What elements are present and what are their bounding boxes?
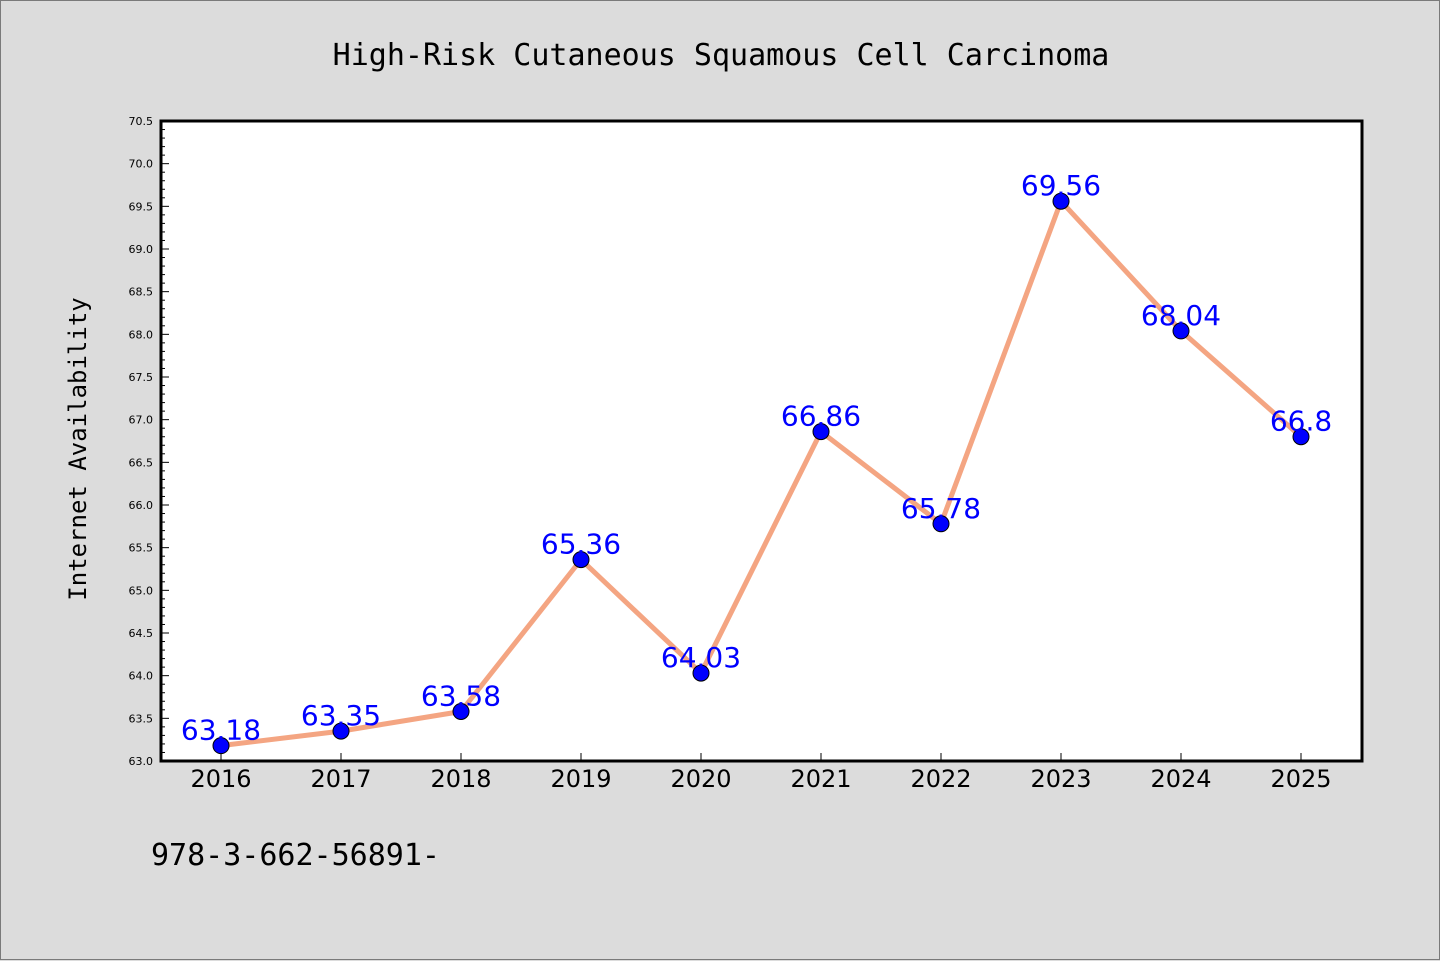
y-tick-label: 66.5 — [129, 456, 154, 469]
y-tick-label: 64.0 — [129, 670, 154, 683]
data-point-label: 63.58 — [421, 680, 501, 713]
x-tick-label: 2017 — [310, 765, 371, 793]
data-point-label: 65.78 — [901, 492, 981, 525]
data-point-label: 63.35 — [301, 699, 381, 732]
y-tick-label: 64.5 — [129, 627, 154, 640]
series-line-group: 63.18 63.35 63.58 65.36 64.03 66.86 65.78 69.56… — [181, 169, 1332, 755]
y-tick-label: 67.0 — [129, 414, 154, 427]
data-point-label: 64.03 — [661, 641, 741, 674]
x-tick-label: 2018 — [430, 765, 491, 793]
x-tick-label: 2020 — [670, 765, 731, 793]
x-tick-label: 2022 — [910, 765, 971, 793]
y-tick-label: 69.0 — [129, 243, 154, 256]
y-axis: 63.0 63.5 64.0 64.5 65.0 65.5 66.0 66.5 67.0 67.5… — [129, 115, 169, 768]
x-tick-label: 2021 — [790, 765, 851, 793]
y-tick-label: 70.0 — [129, 158, 154, 171]
data-point-marker — [1052, 192, 1070, 210]
plot-area — [159, 119, 1364, 763]
data-point-marker — [1292, 428, 1310, 446]
y-tick-label: 68.5 — [129, 286, 154, 299]
y-tick-label: 63.5 — [129, 712, 154, 725]
data-point-label: 65.36 — [541, 528, 621, 561]
series-line — [218, 198, 1304, 749]
y-tick-label: 65.0 — [129, 584, 154, 597]
y-axis-label: Internet Availability — [64, 297, 92, 600]
y-tick-label: 66.0 — [129, 499, 154, 512]
data-point-marker — [1172, 322, 1190, 340]
x-tick-label: 2016 — [190, 765, 251, 793]
y-tick-label: 65.5 — [129, 542, 154, 555]
data-point-marker — [812, 423, 830, 441]
data-point-label: 66.86 — [781, 400, 861, 433]
data-point-marker — [332, 722, 350, 740]
data-point-label: 68.04 — [1141, 299, 1221, 332]
y-tick-label: 69.5 — [129, 200, 154, 213]
data-point-marker — [572, 551, 590, 569]
data-point-marker — [452, 703, 470, 721]
y-tick-label: 63.0 — [129, 755, 154, 768]
data-point-label: 69.56 — [1021, 169, 1101, 202]
x-tick-label: 2025 — [1270, 765, 1331, 793]
y-tick-label: 68.0 — [129, 328, 154, 341]
data-point-label: 66.8 — [1270, 405, 1332, 438]
x-axis: 2016 2017 2018 2019 2020 2021 2022 2023 2024 2025 — [190, 753, 1332, 793]
chart-title: High-Risk Cutaneous Squamous Cell Carcin… — [333, 38, 1110, 73]
data-point-marker — [212, 737, 230, 755]
footer-isbn-text: 978-3-662-56891- — [151, 838, 440, 873]
data-point-label: 63.18 — [181, 714, 261, 747]
data-point-marker — [932, 515, 950, 533]
x-tick-label: 2019 — [550, 765, 611, 793]
x-tick-label: 2024 — [1150, 765, 1211, 793]
x-tick-label: 2023 — [1030, 765, 1091, 793]
y-tick-label: 70.5 — [129, 115, 154, 128]
y-tick-label: 67.5 — [129, 371, 154, 384]
data-point-marker — [692, 664, 710, 682]
